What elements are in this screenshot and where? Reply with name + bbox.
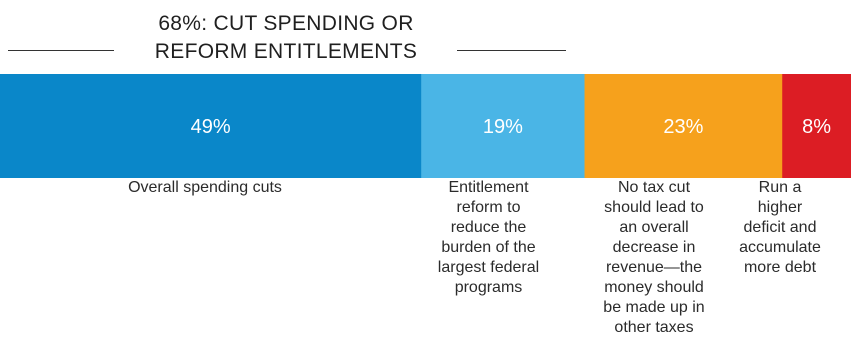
group-title-line-1: 68%: CUT SPENDING OR	[158, 12, 414, 35]
bar-value-label-entitlement-reform: 19%	[483, 116, 523, 138]
category-labels: Overall spending cuts Entitlement reform …	[0, 178, 851, 364]
bar-segment-entitlement-reform	[421, 74, 586, 178]
category-label-no-tax-cut-revenue: No tax cut should lead to an overall decrea…	[603, 179, 705, 336]
bracket-line-left	[8, 50, 114, 51]
group-bracket: 68%: CUT SPENDING OR REFORM ENTITLEMENTS	[0, 10, 566, 70]
bar-segment-no-tax-cut-revenue	[584, 74, 783, 178]
bar-value-label-higher-deficit: 8%	[802, 116, 831, 138]
bar-value-label-no-tax-cut-revenue: 23%	[663, 116, 703, 138]
group-title-line-2: REFORM ENTITLEMENTS	[154, 40, 418, 63]
category-label-overall-spending-cuts: Overall spending cuts	[128, 179, 282, 196]
category-label-entitlement-reform: Entitlement reform to reduce the burden of …	[437, 179, 540, 296]
bar-segment-higher-deficit	[782, 74, 851, 178]
category-label-higher-deficit: Run a higher deficit and accumulate more deb…	[739, 179, 821, 276]
bar-segment-overall-spending-cuts	[0, 74, 422, 178]
bar-value-label-overall-spending-cuts: 49%	[191, 116, 231, 138]
group-title: 68%: CUT SPENDING OR REFORM ENTITLEMENTS	[118, 10, 454, 66]
bracket-line-right	[457, 50, 566, 51]
stacked-bar-chart: 49% 19% 23% 8%	[0, 74, 851, 178]
